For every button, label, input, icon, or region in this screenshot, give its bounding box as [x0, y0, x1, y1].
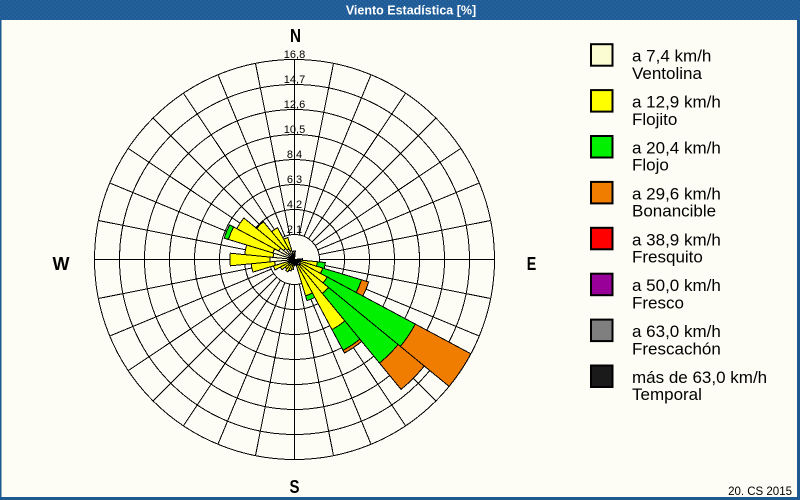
svg-text:4,2: 4,2: [287, 199, 302, 211]
svg-text:a 50,0 km/h: a 50,0 km/h: [632, 276, 721, 295]
svg-text:S: S: [290, 477, 300, 497]
svg-text:Bonancible: Bonancible: [632, 202, 716, 221]
svg-text:E: E: [527, 254, 537, 274]
svg-text:2,1: 2,1: [287, 224, 302, 236]
svg-text:a 20,4 km/h: a 20,4 km/h: [632, 139, 721, 158]
svg-text:10,5: 10,5: [284, 124, 305, 136]
svg-text:20. CS 2015: 20. CS 2015: [728, 486, 792, 498]
svg-text:N: N: [290, 26, 301, 46]
svg-text:14,7: 14,7: [284, 74, 305, 86]
svg-text:16,8: 16,8: [284, 49, 305, 61]
svg-text:12,6: 12,6: [284, 99, 305, 111]
svg-text:Ventolina: Ventolina: [632, 64, 702, 83]
svg-text:a 63,0 km/h: a 63,0 km/h: [632, 322, 721, 341]
svg-text:Fresquito: Fresquito: [632, 248, 703, 267]
svg-text:a 12,9 km/h: a 12,9 km/h: [632, 93, 721, 112]
svg-text:Viento Estadística [%]: Viento Estadística [%]: [346, 4, 476, 18]
svg-text:a 38,9 km/h: a 38,9 km/h: [632, 230, 721, 249]
svg-text:Flojo: Flojo: [632, 156, 669, 175]
svg-text:Fresco: Fresco: [632, 293, 684, 312]
svg-text:Frescachón: Frescachón: [632, 339, 721, 358]
svg-text:más de 63,0 km/h: más de 63,0 km/h: [632, 368, 767, 387]
svg-text:6,3: 6,3: [287, 174, 302, 186]
svg-text:a 7,4 km/h: a 7,4 km/h: [632, 47, 711, 66]
svg-text:a 29,6 km/h: a 29,6 km/h: [632, 184, 721, 203]
svg-text:Temporal: Temporal: [632, 385, 702, 404]
svg-text:8,4: 8,4: [287, 149, 302, 161]
svg-text:Flojito: Flojito: [632, 110, 677, 129]
svg-text:W: W: [53, 254, 70, 274]
